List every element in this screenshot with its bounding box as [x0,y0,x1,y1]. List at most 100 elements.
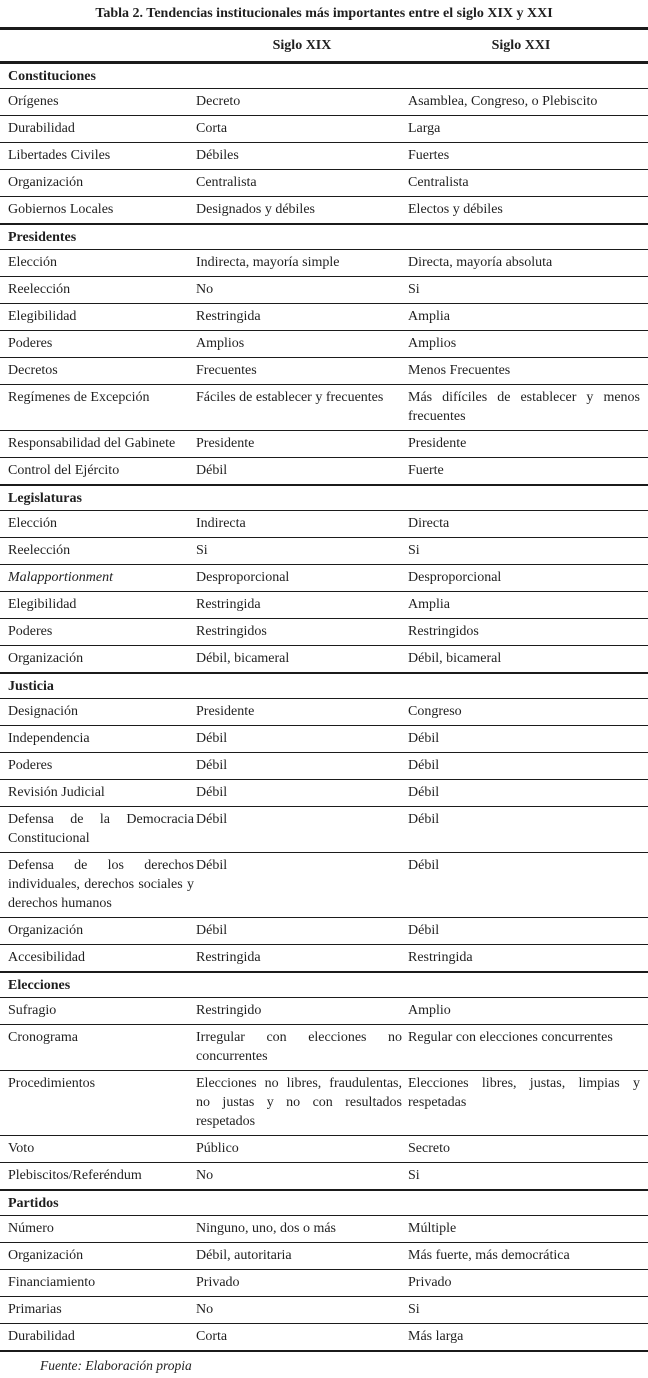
table-row: Revisión Judicial Débil Débil [0,780,648,807]
table-row: Accesibilidad Restringida Restringida [0,945,648,972]
row-label: Control del Ejército [8,463,120,478]
cell-siglo-xix: Desproporcional [196,570,290,585]
cell-siglo-xix: Frecuentes [196,363,257,378]
cell-siglo-xxi: Fuerte [408,463,444,478]
row-label: Malapportionment [8,570,113,585]
cell-siglo-xix: Débiles [196,148,239,163]
table-row: Organización Centralista Centralista [0,170,648,197]
cell-siglo-xix: Débil [196,758,228,773]
cell-siglo-xxi: Débil [408,858,440,873]
cell-siglo-xxi: Electos y débiles [408,202,503,217]
cell-siglo-xix: Si [196,543,208,558]
cell-siglo-xxi: Elecciones libres, justas, limpias y res… [408,1076,640,1110]
table-header-row: Siglo XIX Siglo XXI [0,30,648,63]
table-row: Malapportionment Desproporcional Despropor… [0,565,648,592]
row-label: Poderes [8,624,53,639]
cell-siglo-xix: Débil [196,731,228,746]
row-label: Elección [8,255,57,270]
cell-siglo-xix: No [196,1302,214,1317]
table-row: Financiamiento Privado Privado [0,1270,648,1297]
cell-siglo-xix: Débil, bicameral [196,651,290,666]
col-header-siglo-xix: Siglo XIX [272,38,332,53]
table-row: Poderes Débil Débil [0,753,648,780]
cell-siglo-xxi: Amplio [408,1003,451,1018]
row-label: Decretos [8,363,58,378]
cell-siglo-xxi: Regular con elecciones concurrentes [408,1030,613,1045]
cell-siglo-xix: Indirecta, mayoría simple [196,255,340,270]
table-row: Elección Indirecta Directa [0,511,648,538]
cell-siglo-xxi: Amplios [408,336,457,351]
cell-siglo-xxi: Débil, bicameral [408,651,502,666]
cell-siglo-xix: Irregular con elecciones no concurrentes [196,1030,402,1064]
row-label: Designación [8,704,78,719]
row-label: Reelección [8,543,71,558]
table-row: Durabilidad Corta Larga [0,116,648,143]
cell-siglo-xxi: Débil [408,923,440,938]
row-label: Libertades Civiles [8,148,111,163]
section-header-row: Elecciones [0,972,648,998]
row-label: Gobiernos Locales [8,202,114,217]
row-label: Regímenes de Excepción [8,390,150,405]
table-row: Designación Presidente Congreso [0,699,648,726]
table-row: Voto Público Secreto [0,1136,648,1163]
table-row: Decretos Frecuentes Menos Frecuentes [0,358,648,385]
section-title: Presidentes [8,230,77,245]
table-row: Libertades Civiles Débiles Fuertes [0,143,648,170]
cell-siglo-xxi: Presidente [408,436,467,451]
section-title: Legislaturas [8,491,82,506]
row-label: Voto [8,1141,35,1156]
section-title: Justicia [8,679,54,694]
cell-siglo-xix: No [196,282,214,297]
row-label: Financiamiento [8,1275,96,1290]
source-note: Fuente: Elaboración propia [40,1358,192,1373]
table-row: Independencia Débil Débil [0,726,648,753]
cell-siglo-xix: Presidente [196,436,255,451]
table-row: Organización Débil, bicameral Débil, bicam… [0,646,648,673]
row-label: Número [8,1221,54,1236]
table-row: Defensa de la Democracia Constitucional D… [0,807,648,853]
table-row: Reelección Si Si [0,538,648,565]
table-body: Constituciones Orígenes Decreto Asamblea, C… [0,63,648,1351]
cell-siglo-xxi: Directa [408,516,450,531]
cell-siglo-xix: Fáciles de establecer y frecuentes [196,390,384,405]
table-row: Procedimientos Elecciones no libres, frau… [0,1071,648,1136]
cell-siglo-xxi: Asamblea, Congreso, o Plebiscito [408,94,598,109]
cell-siglo-xix: Débil [196,923,228,938]
section-title: Partidos [8,1196,59,1211]
cell-siglo-xxi: Débil [408,758,440,773]
row-label: Primarias [8,1302,62,1317]
cell-siglo-xix: Ninguno, uno, dos o más [196,1221,336,1236]
cell-siglo-xxi: Débil [408,812,440,827]
cell-siglo-xxi: Múltiple [408,1221,457,1236]
institutions-table: Siglo XIX Siglo XXI Constituciones Orígen… [0,30,648,1352]
row-label: Independencia [8,731,90,746]
table-row: Organización Débil Débil [0,918,648,945]
section-title: Elecciones [8,978,71,993]
section-header-row: Presidentes [0,224,648,250]
table-row: Durabilidad Corta Más larga [0,1324,648,1351]
row-label: Durabilidad [8,1329,75,1344]
cell-siglo-xxi: Si [408,282,420,297]
table-title: Tabla 2. Tendencias institucionales más … [0,0,648,30]
cell-siglo-xix: Privado [196,1275,240,1290]
cell-siglo-xxi: Privado [408,1275,452,1290]
row-label: Durabilidad [8,121,75,136]
row-label: Organización [8,651,84,666]
table-row: Reelección No Si [0,277,648,304]
section-title: Constituciones [8,69,96,84]
cell-siglo-xix: Corta [196,1329,228,1344]
table-row: Regímenes de Excepción Fáciles de estable… [0,385,648,431]
row-label: Organización [8,175,84,190]
table-row: Número Ninguno, uno, dos o más Múltiple [0,1216,648,1243]
cell-siglo-xix: Restringido [196,1003,262,1018]
row-label: Revisión Judicial [8,785,105,800]
table-row: Poderes Restringidos Restringidos [0,619,648,646]
row-label: Defensa de los derechos individuales, de… [8,858,194,911]
cell-siglo-xxi: Más larga [408,1329,464,1344]
cell-siglo-xxi: Más difíciles de establecer y menos frec… [408,390,640,424]
table-row: Poderes Amplios Amplios [0,331,648,358]
cell-siglo-xix: Restringida [196,309,261,324]
cell-siglo-xxi: Débil [408,785,440,800]
row-label: Accesibilidad [8,950,85,965]
